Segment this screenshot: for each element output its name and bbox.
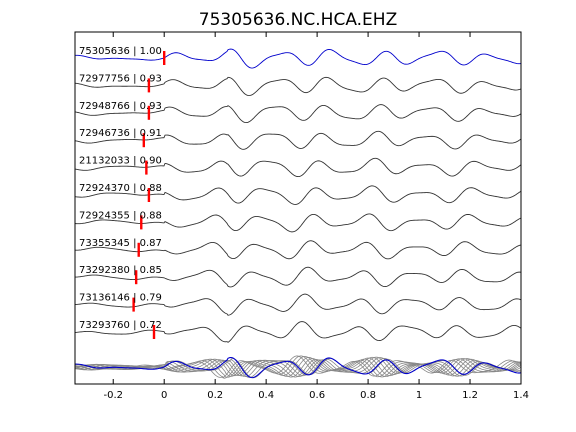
waveform-trace <box>74 293 522 316</box>
stack-trace <box>74 355 522 379</box>
chart-title: 75305636.NC.HCA.EHZ <box>199 10 397 30</box>
trace-label: 73292380 | 0.85 <box>79 265 162 276</box>
x-tick-label: 0 <box>161 390 167 401</box>
waveform-trace <box>74 321 522 343</box>
trace-label-group: 75305636 | 1.00 72977756 | 0.93 72948766 |… <box>79 46 162 331</box>
trace-label: 72946736 | 0.91 <box>79 128 162 139</box>
plot-frame <box>74 31 522 385</box>
x-tick-label: 0.8 <box>360 390 376 401</box>
stack-reference-trace <box>74 356 522 379</box>
trace-label: 73136146 | 0.79 <box>79 293 162 304</box>
trace-label: 72924355 | 0.88 <box>79 210 162 221</box>
stack-group <box>74 355 522 379</box>
x-tick-label: 0.2 <box>207 390 223 401</box>
trace-label: 72924370 | 0.88 <box>79 183 162 194</box>
waveform-trace <box>74 213 522 233</box>
x-tick-label: 0.4 <box>258 390 274 401</box>
x-tick-label: -0.2 <box>103 390 123 401</box>
trace-label: 75305636 | 1.00 <box>79 46 162 57</box>
x-tick-label: 0.6 <box>309 390 325 401</box>
x-tick-label: 1 <box>416 390 422 401</box>
pick-group <box>132 51 166 339</box>
waveform-trace <box>74 130 522 150</box>
trace-label: 72948766 | 0.93 <box>79 101 162 112</box>
trace-label: 73355345 | 0.87 <box>79 238 162 249</box>
trace-label: 73293760 | 0.72 <box>79 320 162 331</box>
waveform-trace <box>74 266 522 288</box>
waveform-trace <box>74 240 522 260</box>
waveform-trace <box>74 48 522 69</box>
waveform-trace <box>74 157 522 178</box>
trace-label: 21132033 | 0.90 <box>79 156 162 167</box>
x-tick-label: 1.2 <box>462 390 478 401</box>
stack-trace <box>74 356 522 378</box>
stack-trace <box>74 355 522 379</box>
trace-label: 72977756 | 0.93 <box>79 73 162 84</box>
x-axis: -0.2 0 0.2 0.4 0.6 0.8 1 1.2 1.4 <box>103 32 529 401</box>
x-tick-label: 1.4 <box>513 390 529 401</box>
